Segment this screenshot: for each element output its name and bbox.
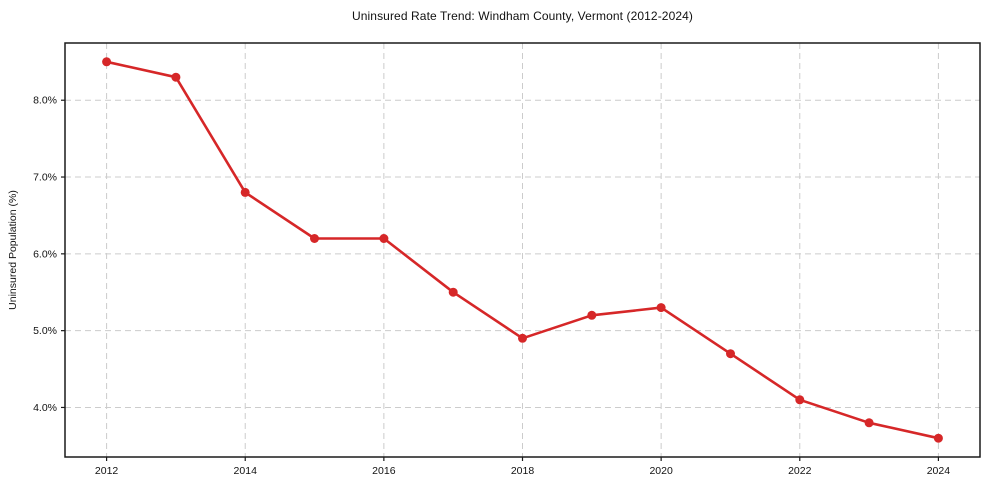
data-point [379,234,389,243]
data-point [795,395,805,405]
y-tick-label: 4.0% [33,402,57,414]
data-point [240,187,250,197]
data-point [587,310,597,320]
x-tick-label: 2016 [372,465,396,477]
data-point [656,303,666,313]
data-point [102,57,112,67]
data-point [171,72,181,82]
x-tick-label: 2012 [95,465,119,477]
x-tick-label: 2014 [234,465,258,477]
y-tick-label: 8.0% [33,95,57,107]
data-point [864,418,874,428]
chart-title: Uninsured Rate Trend: Windham County, Ve… [352,9,693,23]
x-tick-label: 2020 [649,465,673,477]
y-tick-label: 6.0% [33,248,57,260]
y-tick-label: 5.0% [33,325,57,337]
plot-border [64,42,981,458]
data-point [448,287,458,297]
x-tick-label: 2024 [927,465,951,477]
data-point [933,433,943,443]
y-tick-label: 7.0% [33,172,57,184]
x-tick-label: 2022 [788,465,812,477]
data-point [518,333,527,343]
data-point [310,234,319,243]
data-point [726,349,735,359]
x-tick-label: 2018 [511,465,535,477]
